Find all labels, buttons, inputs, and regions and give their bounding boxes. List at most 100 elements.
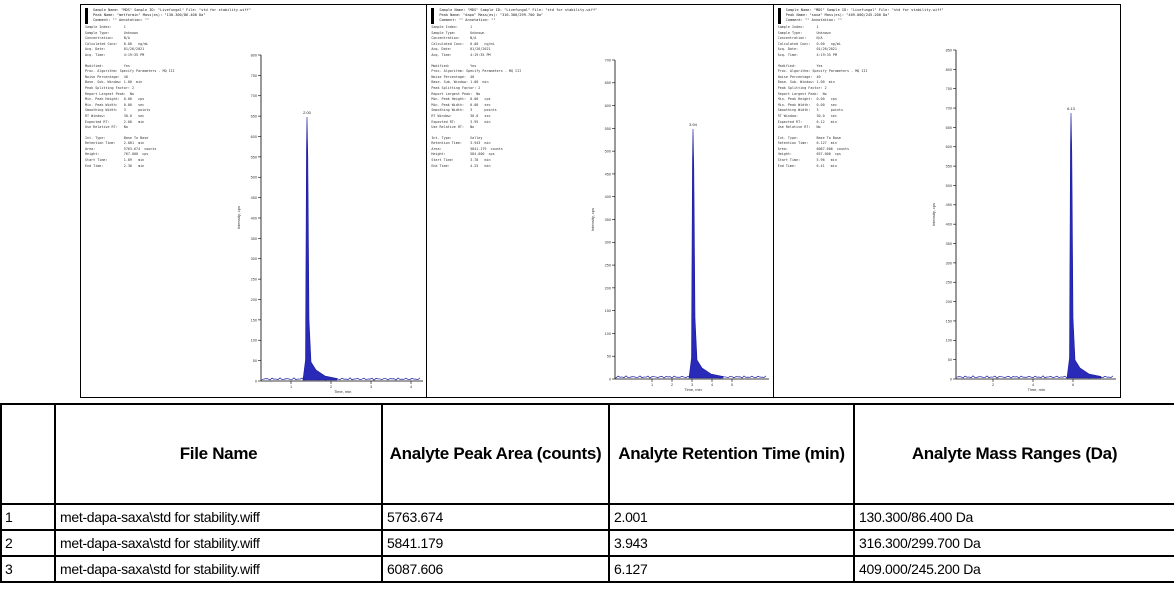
info-line: Concentration: N/A (431, 36, 477, 41)
column-header-file-name[interactable]: File Name (54, 403, 383, 505)
y-tick-label: 700 (945, 106, 951, 110)
y-tick-label: 400 (945, 223, 951, 227)
chromatogram-plot: 8508007507006506005505004504003503002502… (945, 48, 1116, 387)
info-line: Peak Splitting Factor: 2 (85, 85, 134, 90)
info-line: Min. Peak Width: 0.00 sec (431, 102, 491, 107)
info-line: Min. Peak Height: 0.00 cps (85, 97, 145, 102)
info-line: Calculated Conc: 0.00 ng/mL (777, 41, 841, 46)
info-line: Sample Index: 1 (85, 25, 126, 29)
x-tick-label: 4 (1032, 383, 1034, 387)
x-tick-label: 4 (410, 385, 412, 389)
chromatogram-plot: 7006506005505004504003503002502001501005… (605, 58, 770, 387)
column-header-index[interactable] (0, 403, 56, 505)
header-line: Comment: "" Annotation: "" (439, 18, 496, 23)
chromatogram-strip: Sample Name: "MDS" Sample ID: "Livefunga… (80, 4, 1121, 398)
y-tick-label: 450 (605, 172, 611, 176)
info-line: Peak Splitting Factor: 2 (777, 85, 827, 90)
info-line: Use Relative RT: No (777, 125, 821, 130)
row-index-cell: 2 (0, 529, 56, 557)
info-line: Retention Time: 6.127 min (777, 141, 837, 146)
column-header-mass-ranges[interactable]: Analyte Mass Ranges (Da) (853, 403, 1174, 505)
info-line: Acq. Date: 01/26/2021 (777, 47, 837, 52)
y-tick-label: 200 (945, 300, 951, 304)
info-line: Proc. Algorithm: Specify Parameters - MQ… (431, 69, 522, 74)
info-line: Noise Percentage: 40 (431, 74, 475, 79)
pane-header: Sample Name: "MDS" Sample ID: "Livefunga… (431, 8, 769, 24)
x-axis-title: Time, min (1027, 387, 1046, 392)
info-line: Report Largest Peak: No (431, 91, 481, 96)
y-tick-label: 200 (605, 286, 611, 290)
header-line: Peak Name: "metformin" Mass(es): "130.30… (93, 13, 206, 18)
y-tick-label: 400 (605, 195, 611, 199)
x-tick-label: 1 (651, 383, 653, 387)
info-line: Smoothing Width: 3 points (777, 108, 843, 113)
y-tick-label: 300 (945, 261, 951, 265)
info-line: Base. Sub. Window: 1.00 min (777, 80, 835, 85)
pane-header: Sample Name: "MDS" Sample ID: "Livefunga… (85, 8, 423, 24)
y-tick-label: 50 (607, 355, 611, 359)
table-row[interactable]: 2 met-dapa-saxa\std for stability.wiff 5… (0, 529, 1174, 557)
pane-header: Sample Name: "MDS" Sample ID: "Livefunga… (777, 8, 1116, 24)
header-line: Comment: "" Annotation: "" (93, 18, 150, 23)
info-line: Noise Percentage: 40 (85, 74, 128, 79)
info-line: Concentration: N/A (85, 36, 130, 41)
y-axis-title: Intensity, cps (590, 207, 596, 231)
info-line: Report Largest Peak: No (777, 91, 827, 96)
y-tick-label: 700 (251, 94, 257, 98)
x-tick-label: 5 (731, 383, 733, 387)
info-line: Proc. Algorithm: Specify Parameters - MQ… (777, 69, 868, 74)
info-line: Base. Sub. Window: 1.00 min (431, 80, 489, 85)
info-line: Acq. Time: 4:19:35 PM (777, 52, 837, 57)
file-name-cell: met-dapa-saxa\std for stability.wiff (54, 529, 383, 557)
y-tick-label: 550 (945, 165, 951, 169)
x-tick-label: 6 (1072, 383, 1074, 387)
y-tick-label: 150 (251, 318, 257, 322)
info-line: Smoothing Width: 3 points (431, 108, 497, 113)
y-tick-label: 500 (251, 176, 257, 180)
y-tick-label: 300 (251, 257, 257, 261)
y-tick-label: 750 (251, 74, 257, 78)
info-line: Sample Type: Unknown (85, 30, 139, 35)
info-line: Noise Percentage: 40 (777, 74, 821, 79)
peak-trace (1066, 112, 1101, 379)
info-line: Base. Sub. Window: 1.00 min (85, 80, 143, 85)
info-line: Acq. Time: 4:19:35 PM (85, 52, 145, 57)
column-header-peak-area[interactable]: Analyte Peak Area (counts) (381, 403, 610, 505)
info-line: Height: 584.000 cps (431, 152, 495, 157)
column-header-retention-time[interactable]: Analyte Retention Time (min) (608, 403, 855, 505)
info-line: Use Relative RT: No (431, 125, 475, 130)
info-line: Retention Time: 2.001 min (85, 141, 145, 146)
info-line: Smoothing Width: 3 points (85, 108, 151, 113)
row-index-cell: 3 (0, 555, 56, 583)
info-line: Expected RT: 3.95 min (431, 119, 491, 124)
info-line: Sample Type: Unknown (777, 30, 831, 35)
info-line: Use Relative RT: No (85, 125, 128, 130)
y-tick-label: 400 (251, 216, 257, 220)
info-line: Sample Index: 1 (777, 25, 819, 29)
info-line: Start Time: 5.96 min (777, 158, 837, 163)
mass-ranges-cell: 409.000/245.200 Da (853, 555, 1174, 583)
table-row[interactable]: 1 met-dapa-saxa\std for stability.wiff 5… (0, 503, 1174, 531)
info-line: Modified: Yes (85, 63, 130, 68)
y-tick-label: 250 (605, 263, 611, 267)
retention-time-cell: 3.943 (608, 529, 855, 557)
info-line: Calculated Conc: 0.00 ng/mL (85, 41, 149, 46)
peak-area-cell: 5841.179 (381, 529, 610, 557)
info-line: Height: 767.000 cps (85, 152, 149, 157)
chromatogram-pane-dapagliflozin: Sample Name: "MDS" Sample ID: "Livefunga… (427, 5, 774, 397)
y-axis-title: Intensity, cps (930, 202, 936, 226)
info-line: Min. Peak Height: 0.00 cps (777, 97, 837, 102)
x-tick-label: 4 (711, 383, 713, 387)
x-tick-label: 2 (671, 383, 673, 387)
chromatogram-pane-saxagliptin: Sample Name: "MDS" Sample ID: "Livefunga… (774, 5, 1120, 397)
y-tick-label: 450 (251, 196, 257, 200)
y-tick-label: 850 (945, 48, 951, 52)
info-line: Min. Peak Width: 0.00 sec (777, 102, 837, 107)
info-line: End Time: 2.36 min (85, 163, 145, 168)
file-name-cell: met-dapa-saxa\std for stability.wiff (54, 555, 383, 583)
table-row[interactable]: 3 met-dapa-saxa\std for stability.wiff 6… (0, 555, 1174, 583)
info-line: End Time: 4.25 min (431, 163, 491, 168)
info-line: RT Window: 30.0 sec (431, 113, 491, 118)
peak-label: 3.94 (689, 122, 698, 127)
baseline-trace (261, 377, 421, 381)
